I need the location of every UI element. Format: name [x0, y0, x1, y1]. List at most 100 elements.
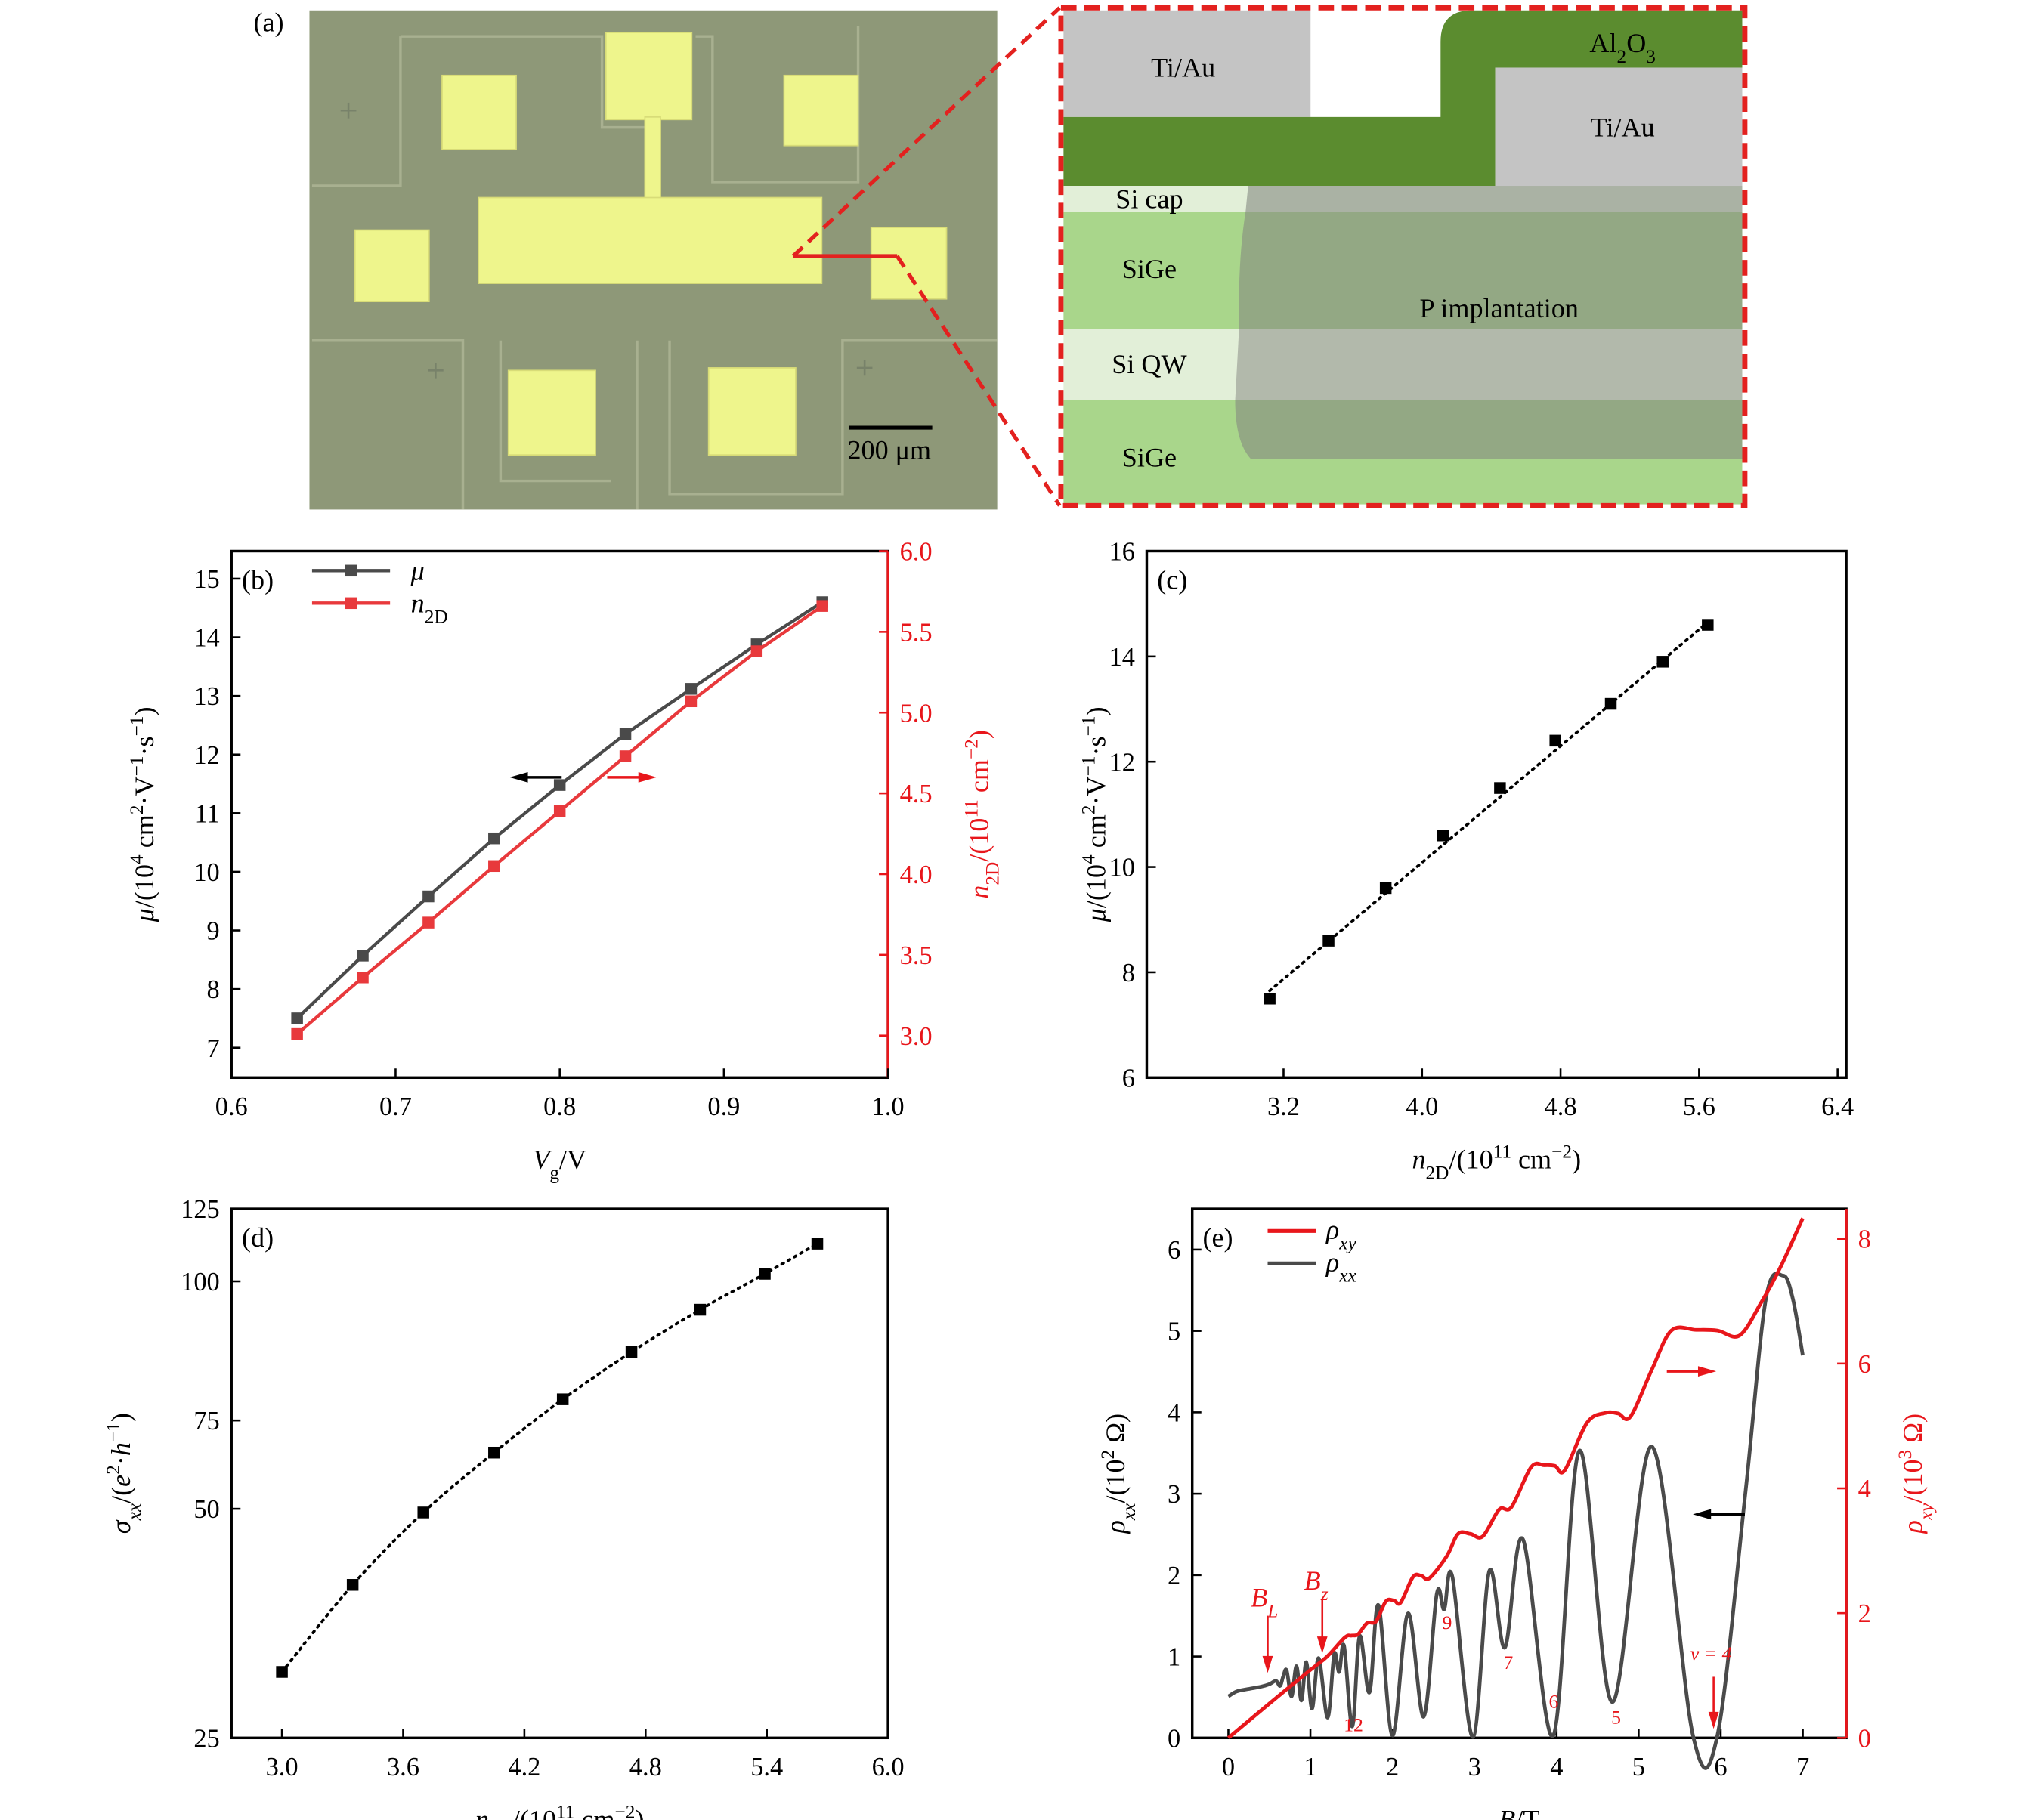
label-part: n [411, 588, 425, 618]
plot-frame [1145, 549, 1848, 1080]
data-point [685, 695, 698, 708]
y-tick-label: 16 [1109, 538, 1135, 567]
y-tick-label: 13 [193, 682, 219, 711]
x-tick-label: 6 [1714, 1753, 1727, 1781]
data-point [291, 1012, 303, 1024]
y-tick-label: 75 [193, 1407, 219, 1435]
y-tick-label: 11 [195, 799, 220, 828]
label-part: 11 [1493, 1142, 1511, 1163]
filling-factor-label: 7 [1503, 1652, 1513, 1673]
fit-line [1268, 620, 1709, 993]
y2-tick-label: 4.0 [900, 861, 933, 889]
x-tick-label: 4.8 [629, 1753, 662, 1781]
label-part: μ [129, 908, 159, 922]
pad [441, 74, 517, 150]
panel-label-a: (a) [253, 7, 283, 37]
y-tick-label: 15 [193, 565, 219, 594]
alignment-marks [340, 102, 873, 379]
data-point [357, 950, 369, 962]
label-part: ) [129, 706, 159, 715]
y2-tick-label: 5.5 [900, 618, 933, 647]
x-tick-label: 1 [1304, 1753, 1316, 1781]
label-part: Ω) [1100, 1414, 1131, 1450]
label-part: /V [559, 1145, 586, 1175]
label-part: ρ [1325, 1247, 1339, 1278]
label-part: /T [1515, 1805, 1539, 1820]
legend-label: n2D [411, 588, 448, 627]
label-p-implantation: P implantation [1420, 293, 1579, 323]
x-tick-label: 1.0 [872, 1092, 905, 1121]
legend-marker [345, 564, 357, 577]
BL-arrow-head [1262, 1655, 1273, 1673]
label-part: cm [574, 1805, 614, 1820]
y-tick-label: 7 [207, 1034, 220, 1063]
zoom-frame [1058, 5, 1748, 508]
y2-axis-label: ρxy/(103 Ω) [1895, 1414, 1937, 1534]
x-tick-label: 0.8 [543, 1092, 576, 1121]
label-si-qw: Si QW [1112, 349, 1187, 379]
legend-label: ρxy [1325, 1215, 1357, 1254]
label-part: 3 [1646, 46, 1656, 67]
panel-label-d: (d) [242, 1222, 274, 1253]
y2-tick-label: 4 [1858, 1475, 1871, 1503]
x-tick-label: 2 [1386, 1753, 1399, 1781]
mesa-outline [311, 26, 998, 510]
data-point [488, 832, 500, 845]
label-part: 4 [1078, 854, 1099, 864]
scale-bar-label: 200 μm [847, 434, 931, 465]
y-tick-label: 6 [1168, 1236, 1180, 1265]
data-point [553, 779, 566, 791]
label-part: /(10 [129, 864, 159, 908]
y-tick-label: 1 [1168, 1643, 1180, 1672]
y2-axis-label: n2D/(1011 cm−2) [961, 730, 1004, 899]
data-point [619, 728, 632, 740]
x-tick-label: 3.0 [266, 1753, 299, 1781]
data-point [417, 1506, 429, 1519]
data-point [422, 890, 435, 903]
pad [870, 227, 948, 300]
label-part: n [1412, 1145, 1425, 1175]
ti-au-right-gate [1495, 67, 1743, 187]
label-part: z [1320, 1584, 1329, 1605]
data-point [1656, 656, 1669, 668]
label-part: 2 [1617, 46, 1627, 67]
filling-factor-label: 5 [1611, 1706, 1621, 1728]
x-tick-label: 5.4 [750, 1753, 783, 1781]
label-part: ) [106, 1413, 136, 1422]
label-part: /(10 [1081, 864, 1111, 908]
y-tick-label: 100 [181, 1268, 220, 1296]
x-tick-label: 4.8 [1545, 1092, 1577, 1121]
y-tick-label: 14 [1109, 643, 1135, 672]
label-part: xx [124, 1503, 145, 1521]
label-part: 2D [982, 862, 1004, 885]
series-curve [1227, 1272, 1805, 1770]
label-part: −1 [1078, 756, 1099, 776]
x-tick-label: 5 [1632, 1753, 1645, 1781]
y-tick-label: 25 [193, 1724, 219, 1753]
x-axis-label: B/T [1499, 1805, 1539, 1820]
ti-au-left-contact [1063, 10, 1311, 117]
p-implant-region [1235, 186, 1743, 459]
label-part: 2 [103, 1465, 124, 1475]
y2-tick-label: 4.5 [900, 780, 933, 808]
label-part: ) [1081, 706, 1111, 715]
x-tick-label: 3.6 [387, 1753, 419, 1781]
data-point [357, 972, 369, 984]
label-part: ) [964, 730, 994, 739]
label-part: Ω) [1898, 1414, 1928, 1450]
x-tick-label: 4 [1550, 1753, 1563, 1781]
gate-bar [478, 196, 823, 284]
label-part: 11 [556, 1802, 574, 1820]
y-tick-label: 12 [193, 741, 219, 770]
left-axis-arrow-head [509, 771, 528, 783]
label-part: V [533, 1145, 552, 1175]
label-part: ) [635, 1805, 644, 1820]
data-point [750, 645, 763, 657]
label-part: /(10 [512, 1805, 556, 1820]
y-tick-label: 5 [1168, 1318, 1180, 1346]
data-point [1549, 734, 1561, 747]
label-part: ·s [1081, 736, 1111, 756]
y-tick-label: 2 [1168, 1562, 1180, 1590]
data-point [1379, 882, 1392, 895]
